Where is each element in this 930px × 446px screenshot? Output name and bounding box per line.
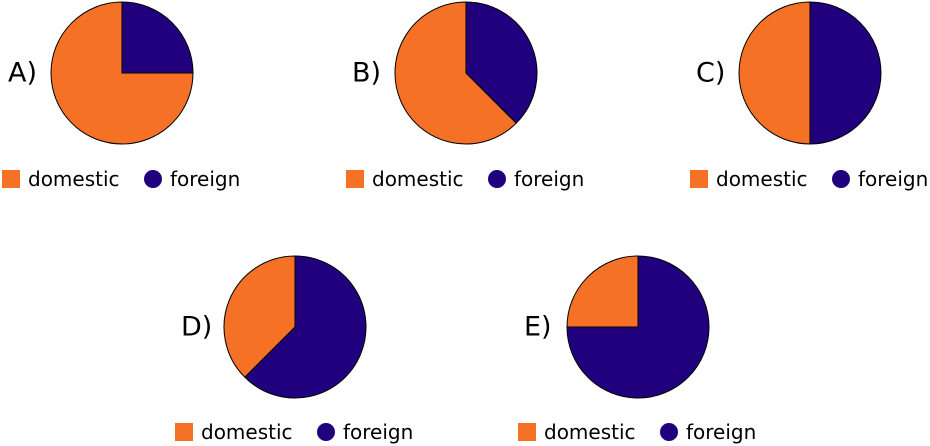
pie-chart-d: D) domestic foreign xyxy=(175,255,413,444)
option-label: D) xyxy=(181,312,212,343)
pie-chart-a: A) domestic foreign xyxy=(2,1,240,191)
legend-marker-foreign xyxy=(660,423,678,441)
legend: domestic foreign xyxy=(175,420,413,444)
legend-marker-foreign xyxy=(488,170,506,188)
pie-slice-foreign xyxy=(809,1,882,145)
legend: domestic foreign xyxy=(2,167,240,191)
legend-label-domestic: domestic xyxy=(372,167,464,191)
legend-marker-domestic xyxy=(2,170,20,188)
legend-marker-foreign xyxy=(144,170,162,188)
legend: domestic foreign xyxy=(518,420,756,444)
legend-marker-foreign xyxy=(832,170,850,188)
legend-marker-domestic xyxy=(690,170,708,188)
pie-slice-foreign xyxy=(465,1,538,124)
legend-label-domestic: domestic xyxy=(716,167,808,191)
pie-slice-domestic xyxy=(566,255,639,328)
pie-slice-foreign xyxy=(121,1,194,74)
legend-label-domestic: domestic xyxy=(28,167,120,191)
pie-slice-domestic xyxy=(394,1,517,145)
legend: domestic foreign xyxy=(346,167,584,191)
legend: domestic foreign xyxy=(690,167,928,191)
pie-chart-e: E) domestic foreign xyxy=(518,255,756,444)
legend-label-foreign: foreign xyxy=(343,420,413,444)
pie-slice-domestic xyxy=(50,1,194,145)
option-label: E) xyxy=(524,312,552,343)
pie-slice-domestic xyxy=(738,1,811,145)
legend-marker-domestic xyxy=(175,423,193,441)
legend-label-foreign: foreign xyxy=(686,420,756,444)
legend-label-foreign: foreign xyxy=(858,167,928,191)
legend-label-foreign: foreign xyxy=(514,167,584,191)
option-label: C) xyxy=(696,58,725,89)
pie-chart-b: B) domestic foreign xyxy=(346,1,584,191)
legend-marker-domestic xyxy=(518,423,536,441)
option-label: A) xyxy=(8,58,37,89)
legend-label-foreign: foreign xyxy=(170,167,240,191)
pie-slice-domestic xyxy=(223,255,296,378)
legend-label-domestic: domestic xyxy=(544,420,636,444)
legend-label-domestic: domestic xyxy=(201,420,293,444)
option-label: B) xyxy=(352,58,381,89)
legend-marker-domestic xyxy=(346,170,364,188)
legend-marker-foreign xyxy=(317,423,335,441)
pie-chart-c: C) domestic foreign xyxy=(690,1,928,191)
pie-slice-foreign xyxy=(244,255,367,399)
